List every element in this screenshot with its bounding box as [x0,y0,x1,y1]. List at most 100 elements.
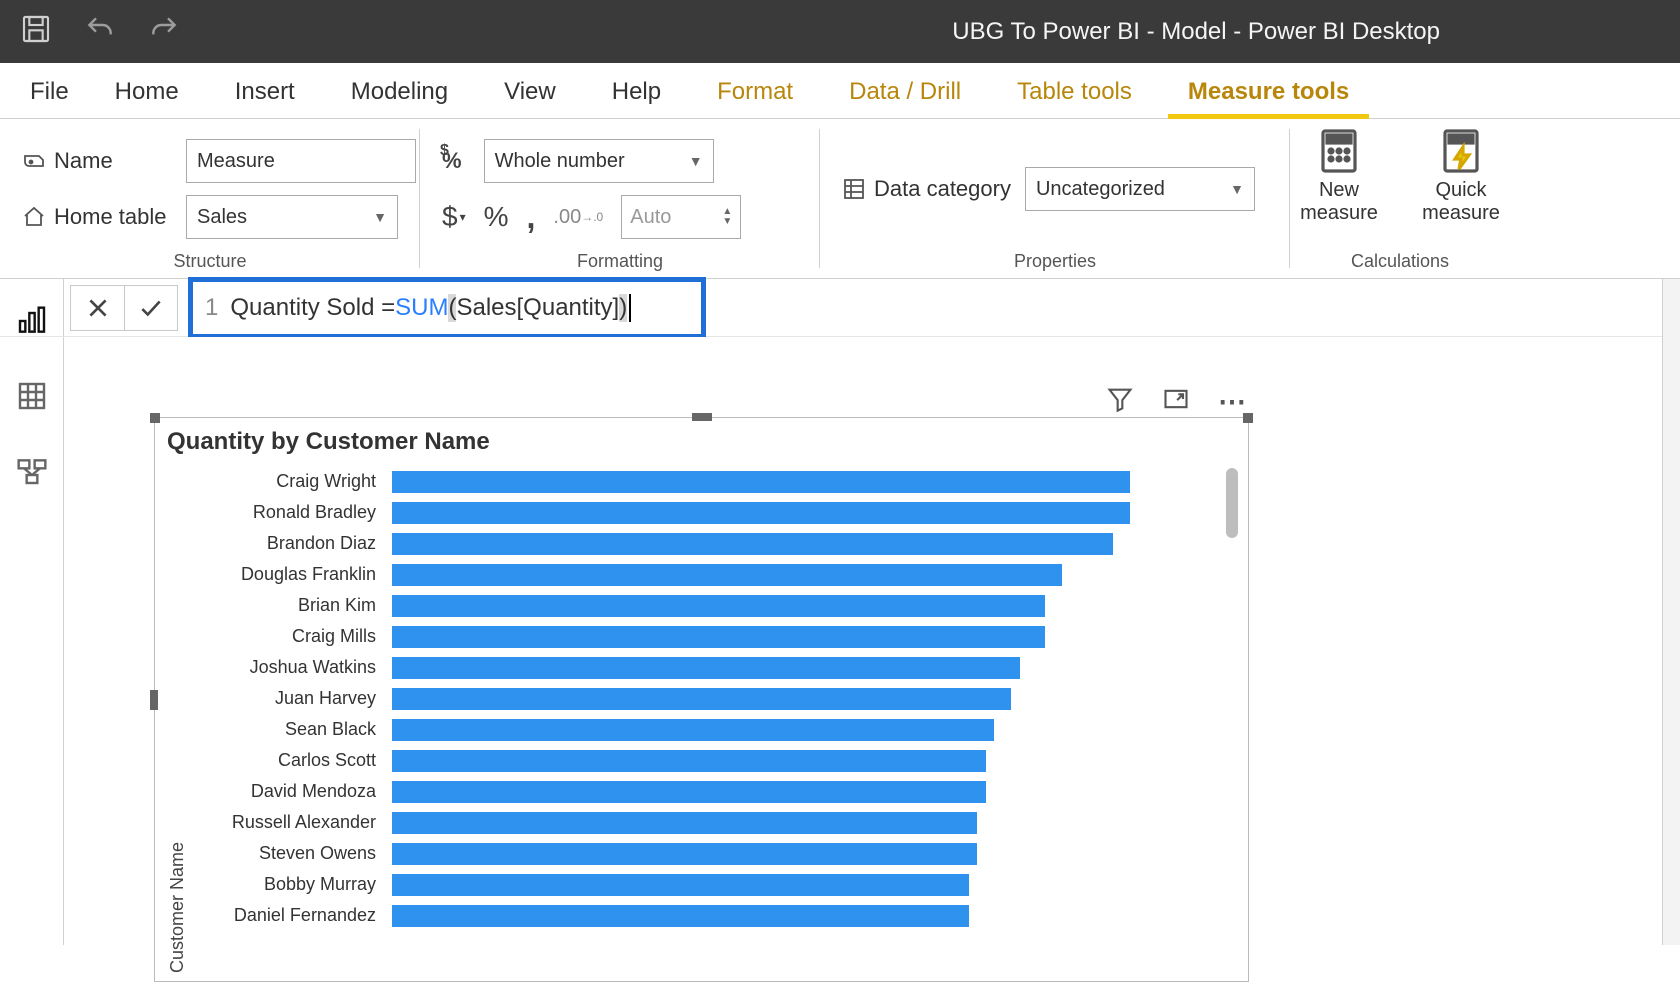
formula-open: ( [448,294,456,322]
bar[interactable] [392,533,1113,555]
bar[interactable] [392,781,986,803]
bar-row[interactable]: Brian Kim [192,590,1240,621]
bar-label: Craig Wright [192,471,382,492]
report-canvas[interactable]: ⋯ Quantity by Customer Name Customer Nam… [64,337,1680,945]
bar-chart-visual[interactable]: Quantity by Customer Name Customer Name … [154,417,1249,982]
bar-row[interactable]: Craig Mills [192,621,1240,652]
y-axis-label: Customer Name [163,802,192,973]
tab-format[interactable]: Format [689,66,821,118]
quick-measure-button[interactable]: Quick measure [1411,127,1511,225]
name-input[interactable] [186,139,416,183]
decimals-input[interactable]: Auto ▲▼ [621,195,741,239]
view-switcher [0,279,64,945]
tab-home[interactable]: Home [87,66,207,118]
chevron-down-icon: ▼ [373,209,387,225]
bar[interactable] [392,874,969,896]
bar[interactable] [392,564,1062,586]
formula-inner: Sales[Quantity] [456,294,619,322]
quick-measure-label: Quick measure [1411,179,1511,225]
resize-handle[interactable] [150,690,158,710]
bar[interactable] [392,688,1011,710]
bar-label: Craig Mills [192,626,382,647]
resize-handle[interactable] [1243,413,1253,423]
tab-file[interactable]: File [12,66,87,118]
bar-label: Daniel Fernandez [192,905,382,926]
decimals-placeholder: Auto [630,206,671,229]
bar-label: Steven Owens [192,843,382,864]
formula-input[interactable]: 1 Quantity Sold = SUM ( Sales[Quantity] … [188,277,706,339]
formula-close: ) [619,294,627,322]
bar-row[interactable]: Douglas Franklin [192,559,1240,590]
bar-row[interactable]: Bobby Murray [192,869,1240,900]
save-icon[interactable] [20,13,52,50]
formula-function: SUM [395,294,448,322]
bar[interactable] [392,595,1045,617]
data-view-button[interactable] [16,380,48,417]
chart-plot-area: Craig Wright Ronald Bradley Brandon Diaz Do… [192,466,1240,973]
chevron-down-icon: ▼ [1230,181,1244,197]
bar[interactable] [392,843,977,865]
bar[interactable] [392,719,994,741]
thousands-button[interactable]: , [527,199,536,236]
ribbon-group-structure: Name Home table Sales ▼ Structure [0,119,420,278]
bar-label: Brian Kim [192,595,382,616]
tab-data-drill[interactable]: Data / Drill [821,66,989,118]
bar-label: David Mendoza [192,781,382,802]
bar[interactable] [392,905,969,927]
resize-handle[interactable] [150,413,160,423]
bar-row[interactable]: Daniel Fernandez [192,900,1240,931]
bar[interactable] [392,471,1130,493]
bar-row[interactable]: Steven Owens [192,838,1240,869]
tab-modeling[interactable]: Modeling [323,66,476,118]
new-measure-label: New measure [1289,179,1389,225]
cancel-formula-button[interactable] [70,285,124,331]
group-label-formatting: Formatting [442,251,798,274]
percent-button[interactable]: % [484,201,509,233]
bar-row[interactable]: David Mendoza [192,776,1240,807]
decimal-button[interactable]: .00→.0 [553,206,603,229]
bar-row[interactable]: Sean Black [192,714,1240,745]
format-type-select[interactable]: Whole number ▼ [484,139,714,183]
undo-icon[interactable] [84,13,116,50]
tab-insert[interactable]: Insert [207,66,323,118]
currency-button[interactable]: $▾ [442,201,466,233]
tab-table-tools[interactable]: Table tools [989,66,1160,118]
bar-row[interactable]: Juan Harvey [192,683,1240,714]
formula-line-number: 1 [205,294,218,322]
bar-row[interactable]: Ronald Bradley [192,497,1240,528]
home-table-select[interactable]: Sales ▼ [186,195,398,239]
panes-collapsed-edge[interactable] [1662,279,1680,945]
bar[interactable] [392,502,1130,524]
tab-help[interactable]: Help [584,66,689,118]
bar[interactable] [392,626,1045,648]
tab-measure-tools[interactable]: Measure tools [1160,66,1377,118]
bar[interactable] [392,657,1020,679]
filter-icon[interactable] [1106,385,1134,418]
commit-formula-button[interactable] [124,285,178,331]
title-bar: UBG To Power BI - Model - Power BI Deskt… [0,0,1680,63]
group-label-structure: Structure [22,251,398,274]
new-measure-button[interactable]: New measure [1289,127,1389,225]
resize-handle[interactable] [692,413,712,421]
bar-label: Brandon Diaz [192,533,382,554]
data-category-label: Data category [842,176,1011,202]
focus-mode-icon[interactable] [1162,385,1190,418]
bar-row[interactable]: Brandon Diaz [192,528,1240,559]
bar-label: Ronald Bradley [192,502,382,523]
bar[interactable] [392,812,977,834]
ribbon-group-calculations: New measure Quick measure Calculations [1290,119,1510,278]
bar-label: Bobby Murray [192,874,382,895]
bar-row[interactable]: Joshua Watkins [192,652,1240,683]
format-type-icon: $% [442,148,462,174]
tab-view[interactable]: View [476,66,584,118]
bar-row[interactable]: Russell Alexander [192,807,1240,838]
bar-row[interactable]: Craig Wright [192,466,1240,497]
redo-icon[interactable] [148,13,180,50]
visual-header-toolbar: ⋯ [1106,385,1250,418]
data-category-select[interactable]: Uncategorized ▼ [1025,167,1255,211]
bar[interactable] [392,750,986,772]
chevron-down-icon: ▼ [689,153,703,169]
bar-row[interactable]: Carlos Scott [192,745,1240,776]
group-label-calculations: Calculations [1312,251,1488,274]
model-view-button[interactable] [16,455,48,492]
